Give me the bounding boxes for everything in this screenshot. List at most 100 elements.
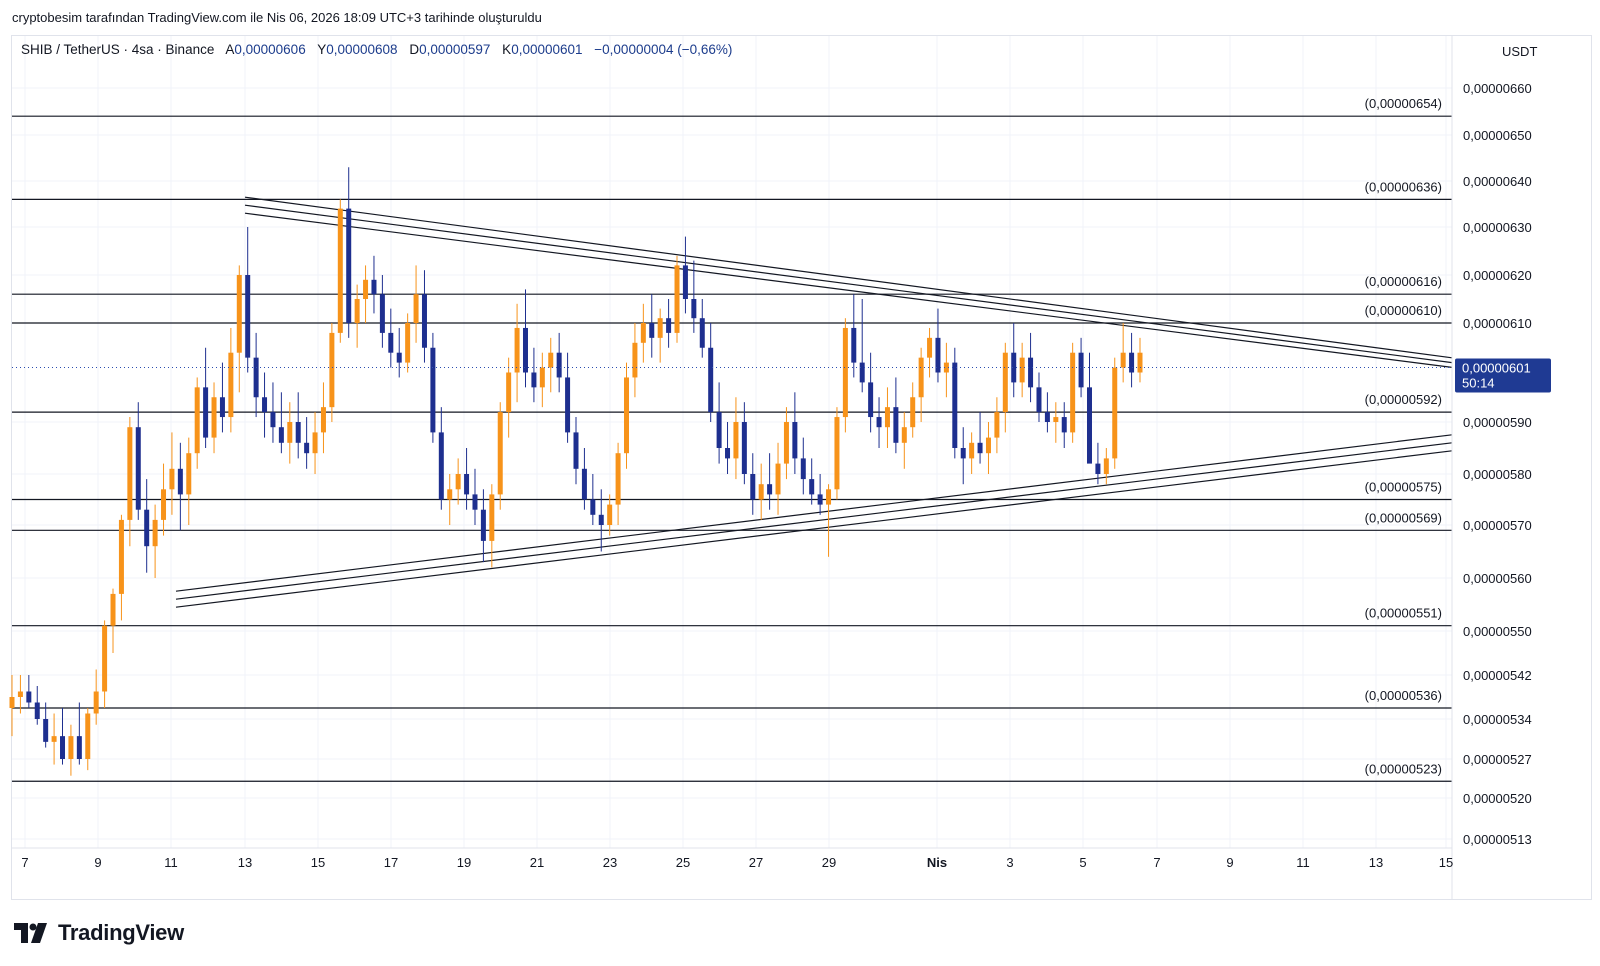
candle-body <box>388 332 394 353</box>
candle-body <box>994 412 1000 438</box>
candle-body <box>278 427 284 443</box>
candle-body <box>186 453 192 495</box>
candle-body <box>51 736 57 742</box>
candle-body <box>295 422 301 443</box>
y-tick-label: 0,00000620 <box>1463 268 1532 283</box>
high-label: Y <box>317 42 327 57</box>
candle-body <box>783 422 789 464</box>
candle-body <box>43 719 49 742</box>
candle-body <box>85 713 91 759</box>
candle-body <box>93 691 99 714</box>
y-tick-label: 0,00000542 <box>1463 668 1532 683</box>
y-tick-label: 0,00000630 <box>1463 220 1532 235</box>
level-label: (0,00000551) <box>1365 606 1442 621</box>
candle-body <box>262 397 268 413</box>
x-tick-label: 13 <box>1369 855 1383 870</box>
candle-body <box>708 347 714 413</box>
candle-body <box>1103 458 1109 474</box>
candle-body <box>699 318 705 348</box>
candle-body <box>927 337 933 358</box>
tradingview-logo-icon <box>14 923 47 943</box>
candle-body <box>194 387 200 454</box>
x-tick-label: 11 <box>164 855 178 870</box>
symbol-name: SHIB / TetherUS · 4sa · Binance <box>21 42 215 57</box>
x-tick-label: 11 <box>1296 855 1310 870</box>
y-tick-label: 0,00000560 <box>1463 571 1532 586</box>
candle-body <box>969 442 975 459</box>
upper-trendline-1 <box>244 204 1453 364</box>
candle-body <box>371 279 377 295</box>
tradingview-logo-text: TradingView <box>58 920 184 945</box>
candle-body <box>792 422 798 459</box>
candle-body <box>1028 357 1034 388</box>
candle-body <box>489 494 495 541</box>
open-label: A <box>225 42 235 57</box>
y-tick-label: 0,00000590 <box>1463 415 1532 430</box>
symbol-info: SHIB / TetherUS · 4sa · Binance A0,00000… <box>21 42 740 57</box>
candle-body <box>219 397 225 418</box>
y-tick-label: 0,00000570 <box>1463 518 1532 533</box>
x-tick-label: 27 <box>749 855 763 870</box>
candle-body <box>413 294 419 323</box>
x-tick-label: 7 <box>1153 855 1160 870</box>
candle-body <box>809 479 815 495</box>
x-tick-label: 23 <box>603 855 617 870</box>
candle-body <box>1011 352 1017 383</box>
countdown-label: 50:14 <box>1462 376 1495 391</box>
candle-body <box>817 494 823 505</box>
candle-body <box>506 372 512 413</box>
x-tick-label: 15 <box>311 855 325 870</box>
level-label: (0,00000592) <box>1365 392 1442 407</box>
level-label: (0,00000575) <box>1365 480 1442 495</box>
candle-body <box>102 625 108 692</box>
x-tick-label: 13 <box>238 855 252 870</box>
candle-body <box>624 377 630 454</box>
x-tick-label: 9 <box>1226 855 1233 870</box>
x-tick-label: 9 <box>94 855 101 870</box>
lower-trendline-1 <box>175 442 1453 600</box>
candle-body <box>127 427 133 520</box>
level-label: (0,00000616) <box>1365 274 1442 289</box>
candle-body <box>581 468 587 500</box>
candle-body <box>320 407 326 433</box>
x-tick-label: 29 <box>822 855 836 870</box>
candle-body <box>935 337 941 373</box>
candle-body <box>144 509 150 547</box>
upper-trendline-0 <box>244 196 1453 359</box>
x-tick-label: 7 <box>21 855 28 870</box>
candle-body <box>1120 352 1126 368</box>
y-tick-label: 0,00000513 <box>1463 832 1532 847</box>
x-tick-label: 21 <box>530 855 544 870</box>
last-price-label: 0,00000601 <box>1462 361 1531 376</box>
currency-label: USDT <box>1502 44 1537 59</box>
candle-body <box>497 412 503 495</box>
candle-body <box>539 367 545 388</box>
candle-body <box>901 427 907 443</box>
candle-body <box>918 357 924 398</box>
candle-body <box>952 362 958 448</box>
candle-body <box>834 417 840 490</box>
candle-body <box>607 504 613 525</box>
candle-body <box>1036 387 1042 413</box>
candle-body <box>26 691 32 703</box>
candle-body <box>396 352 402 363</box>
candle-body <box>169 468 175 490</box>
x-tick-label: 17 <box>384 855 398 870</box>
tradingview-logo[interactable]: TradingView <box>14 920 184 946</box>
y-axis: 0,00000660 0,00000650 0,00000640 0,00000630… <box>1451 36 1532 900</box>
candle-body <box>674 265 680 333</box>
candle-body <box>1061 417 1067 433</box>
candle-body <box>430 347 436 433</box>
x-tick-label: 3 <box>1006 855 1013 870</box>
candle-body <box>1078 352 1084 388</box>
candle-body <box>868 382 874 418</box>
candle-body <box>725 448 731 459</box>
candle-body <box>287 422 293 443</box>
candle-body <box>800 458 806 480</box>
candle-body <box>203 387 209 438</box>
candle-body <box>943 362 949 373</box>
candle-body <box>1137 352 1143 373</box>
candle-body <box>1095 463 1101 474</box>
